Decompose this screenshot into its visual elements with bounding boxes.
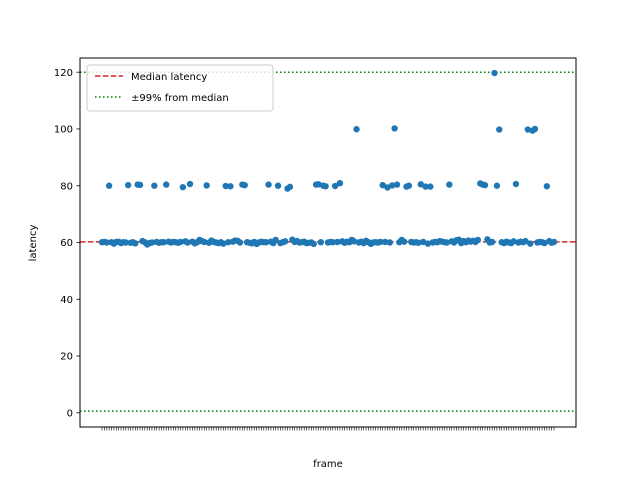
data-point xyxy=(400,238,408,245)
x-axis-ticks xyxy=(101,427,555,431)
data-point xyxy=(105,182,113,189)
data-point xyxy=(422,183,429,190)
data-point xyxy=(550,238,558,246)
data-point xyxy=(493,182,501,189)
data-point xyxy=(317,239,325,246)
y-tick-label: 80 xyxy=(60,181,73,192)
y-tick-label: 40 xyxy=(60,295,73,306)
legend-median-label: Median latency xyxy=(131,72,207,83)
data-point xyxy=(491,69,498,77)
data-point xyxy=(474,236,482,244)
data-point xyxy=(322,183,329,190)
legend-box xyxy=(86,64,274,112)
data-point xyxy=(262,239,270,246)
data-point xyxy=(391,125,398,132)
data-point xyxy=(531,125,539,133)
data-point xyxy=(281,238,289,245)
data-point xyxy=(527,240,534,247)
data-point xyxy=(203,182,210,189)
data-point xyxy=(274,182,282,189)
data-point xyxy=(481,181,489,189)
y-tick-label: 120 xyxy=(54,68,73,79)
data-point xyxy=(186,180,194,188)
data-point xyxy=(160,239,168,246)
y-tick-label: 0 xyxy=(67,408,73,419)
y-axis-label: latency xyxy=(28,225,39,262)
data-point xyxy=(241,181,248,189)
data-point xyxy=(224,239,232,246)
data-point xyxy=(179,183,187,191)
data-point xyxy=(496,126,503,133)
data-point xyxy=(353,126,360,133)
data-point xyxy=(103,239,110,246)
data-point xyxy=(446,181,453,188)
data-point xyxy=(393,181,401,188)
data-point xyxy=(336,179,344,187)
data-point xyxy=(405,182,413,189)
legend: Median latency ±99% from median xyxy=(86,64,274,112)
data-point xyxy=(286,183,294,191)
data-point xyxy=(163,181,170,188)
data-point xyxy=(227,183,234,190)
data-point xyxy=(512,180,520,188)
data-point xyxy=(265,181,272,188)
y-tick-label: 60 xyxy=(60,238,73,249)
data-point xyxy=(522,237,529,245)
y-tick-label: 20 xyxy=(60,352,73,363)
data-point xyxy=(389,182,396,189)
y-axis-ticks: 0 20 40 60 80 100 120 xyxy=(54,68,80,419)
data-point xyxy=(236,239,244,246)
data-point xyxy=(151,182,158,189)
data-point xyxy=(136,181,144,189)
data-point xyxy=(381,238,389,246)
legend-range-label: ±99% from median xyxy=(131,93,229,104)
data-point xyxy=(184,239,191,246)
data-point xyxy=(148,239,156,246)
data-point xyxy=(122,239,129,246)
data-point xyxy=(329,239,336,246)
data-point xyxy=(132,240,139,247)
data-point xyxy=(417,181,424,188)
data-point xyxy=(124,181,132,189)
y-tick-label: 100 xyxy=(54,125,73,136)
data-point xyxy=(310,240,317,248)
data-point xyxy=(488,238,496,246)
data-point xyxy=(177,238,184,246)
data-point xyxy=(543,183,551,190)
plot-area xyxy=(80,69,576,412)
data-point xyxy=(222,182,229,190)
data-point xyxy=(379,181,386,189)
data-point xyxy=(272,236,279,244)
data-point xyxy=(427,183,434,190)
data-point xyxy=(331,182,339,190)
data-point xyxy=(377,238,384,246)
data-point xyxy=(415,239,422,246)
data-point xyxy=(201,238,208,246)
data-point xyxy=(334,238,341,246)
data-point xyxy=(386,239,394,246)
x-axis-label: frame xyxy=(313,459,343,470)
